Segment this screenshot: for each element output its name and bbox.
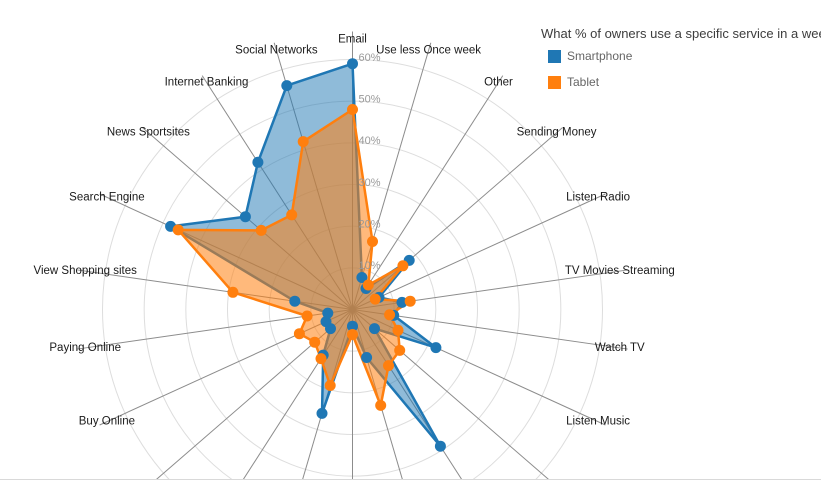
- data-point-tablet[interactable]: [172, 224, 184, 236]
- data-point-tablet[interactable]: [367, 236, 378, 247]
- axis-label: Paying Online: [49, 342, 121, 354]
- radial-tick-label: 20%: [359, 219, 381, 231]
- axis-label: Watch TV: [595, 342, 645, 354]
- data-point-smartphone[interactable]: [356, 272, 368, 283]
- axis-label: Other: [484, 76, 513, 88]
- axis-label: Use less Once week: [376, 44, 481, 56]
- data-point-tablet[interactable]: [293, 328, 305, 340]
- data-point-smartphone[interactable]: [369, 323, 380, 335]
- data-point-tablet[interactable]: [255, 224, 267, 236]
- data-point-tablet[interactable]: [301, 310, 313, 322]
- data-point-smartphone[interactable]: [347, 58, 358, 70]
- radial-tick-label: 40%: [359, 135, 381, 147]
- radial-tick-label: 10%: [359, 260, 381, 272]
- data-point-tablet[interactable]: [324, 380, 336, 391]
- axis-label: Search Engine: [69, 191, 144, 203]
- data-point-tablet[interactable]: [394, 344, 406, 356]
- data-point-smartphone[interactable]: [430, 342, 442, 354]
- data-point-tablet[interactable]: [375, 399, 387, 411]
- chart-title: What % of owners use a specific service …: [541, 26, 821, 41]
- data-point-smartphone[interactable]: [252, 156, 264, 168]
- data-point-smartphone[interactable]: [239, 211, 251, 223]
- page-bottom-divider: [0, 479, 821, 480]
- data-point-tablet[interactable]: [286, 209, 298, 221]
- radial-tick-label: 60%: [359, 52, 381, 64]
- data-point-tablet[interactable]: [397, 260, 409, 272]
- data-point-tablet[interactable]: [297, 136, 309, 148]
- axis-label: News Sportsites: [107, 127, 190, 139]
- smartphone-color-swatch: [548, 49, 561, 63]
- data-point-tablet[interactable]: [392, 324, 404, 336]
- axis-label: View Shopping sites: [34, 265, 138, 277]
- chart-legend: What % of owners use a specific service …: [541, 26, 821, 101]
- data-point-smartphone[interactable]: [396, 296, 408, 308]
- data-point-tablet[interactable]: [383, 360, 394, 372]
- axis-label: Listen Music: [566, 416, 630, 428]
- data-point-tablet[interactable]: [309, 336, 321, 348]
- data-point-smartphone[interactable]: [361, 352, 373, 363]
- data-point-tablet[interactable]: [362, 279, 374, 291]
- tablet-color-swatch: [548, 75, 561, 89]
- data-point-tablet[interactable]: [384, 309, 396, 321]
- legend-item-tablet[interactable]: Tablet: [548, 75, 811, 89]
- axis-label: Sending Money: [517, 127, 597, 139]
- legend-item-smartphone[interactable]: Smartphone: [548, 49, 811, 63]
- axis-label: Buy Online: [79, 416, 135, 428]
- data-point-smartphone[interactable]: [434, 440, 446, 452]
- data-point-smartphone[interactable]: [316, 407, 328, 419]
- radial-tick-label: 50%: [359, 94, 381, 106]
- axis-label: Social Networks: [235, 44, 318, 56]
- axis-label: TV Movies Streaming: [565, 265, 675, 277]
- data-point-tablet[interactable]: [369, 293, 381, 305]
- legend-label-smartphone: Smartphone: [567, 49, 633, 63]
- data-point-smartphone[interactable]: [289, 295, 301, 307]
- data-point-tablet[interactable]: [347, 104, 358, 115]
- data-point-tablet[interactable]: [347, 329, 358, 340]
- axis-line: [352, 75, 504, 310]
- axis-line: [352, 193, 606, 310]
- data-point-tablet[interactable]: [227, 286, 239, 298]
- legend-label-tablet: Tablet: [567, 75, 600, 89]
- axis-label: Listen Radio: [566, 191, 630, 203]
- axis-label: Internet Banking: [165, 76, 249, 88]
- page-bottom-gutter: [0, 480, 821, 486]
- radial-tick-label: 30%: [359, 177, 381, 189]
- data-point-tablet[interactable]: [315, 353, 327, 365]
- data-point-tablet[interactable]: [404, 295, 416, 307]
- data-point-smartphone[interactable]: [322, 307, 334, 319]
- data-point-smartphone[interactable]: [281, 80, 293, 92]
- data-point-smartphone[interactable]: [347, 320, 358, 332]
- axis-label: Email: [338, 34, 367, 46]
- data-point-smartphone[interactable]: [320, 316, 332, 328]
